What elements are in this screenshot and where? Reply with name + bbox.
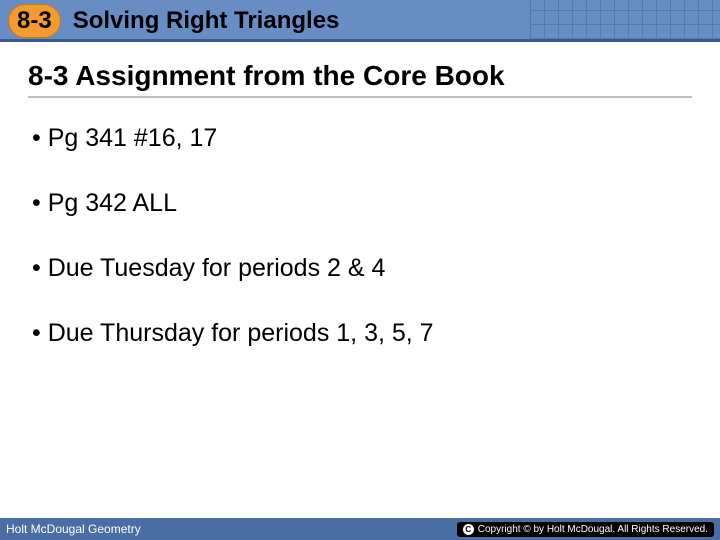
header-title: Solving Right Triangles (73, 7, 340, 35)
content-area: • Pg 341 #16, 17 • Pg 342 ALL • Due Tues… (32, 124, 688, 348)
footer-bar: Holt McDougal Geometry C Copyright © by … (0, 518, 720, 540)
bullet-item: • Due Tuesday for periods 2 & 4 (32, 254, 688, 283)
header-content: 8-3 Solving Right Triangles (8, 4, 339, 38)
bullet-item: • Pg 342 ALL (32, 189, 688, 218)
bullet-item: • Due Thursday for periods 1, 3, 5, 7 (32, 319, 688, 348)
footer-left-text: Holt McDougal Geometry (6, 522, 141, 536)
header-grid-decoration (530, 0, 720, 39)
footer-right-text: Copyright © by Holt McDougal. All Rights… (478, 524, 708, 535)
header-bar: 8-3 Solving Right Triangles (0, 0, 720, 42)
bullet-item: • Pg 341 #16, 17 (32, 124, 688, 153)
section-badge: 8-3 (8, 4, 61, 38)
slide-title: 8-3 Assignment from the Core Book (28, 60, 692, 98)
footer-copyright: C Copyright © by Holt McDougal. All Righ… (457, 522, 714, 537)
copyright-icon: C (463, 524, 474, 535)
